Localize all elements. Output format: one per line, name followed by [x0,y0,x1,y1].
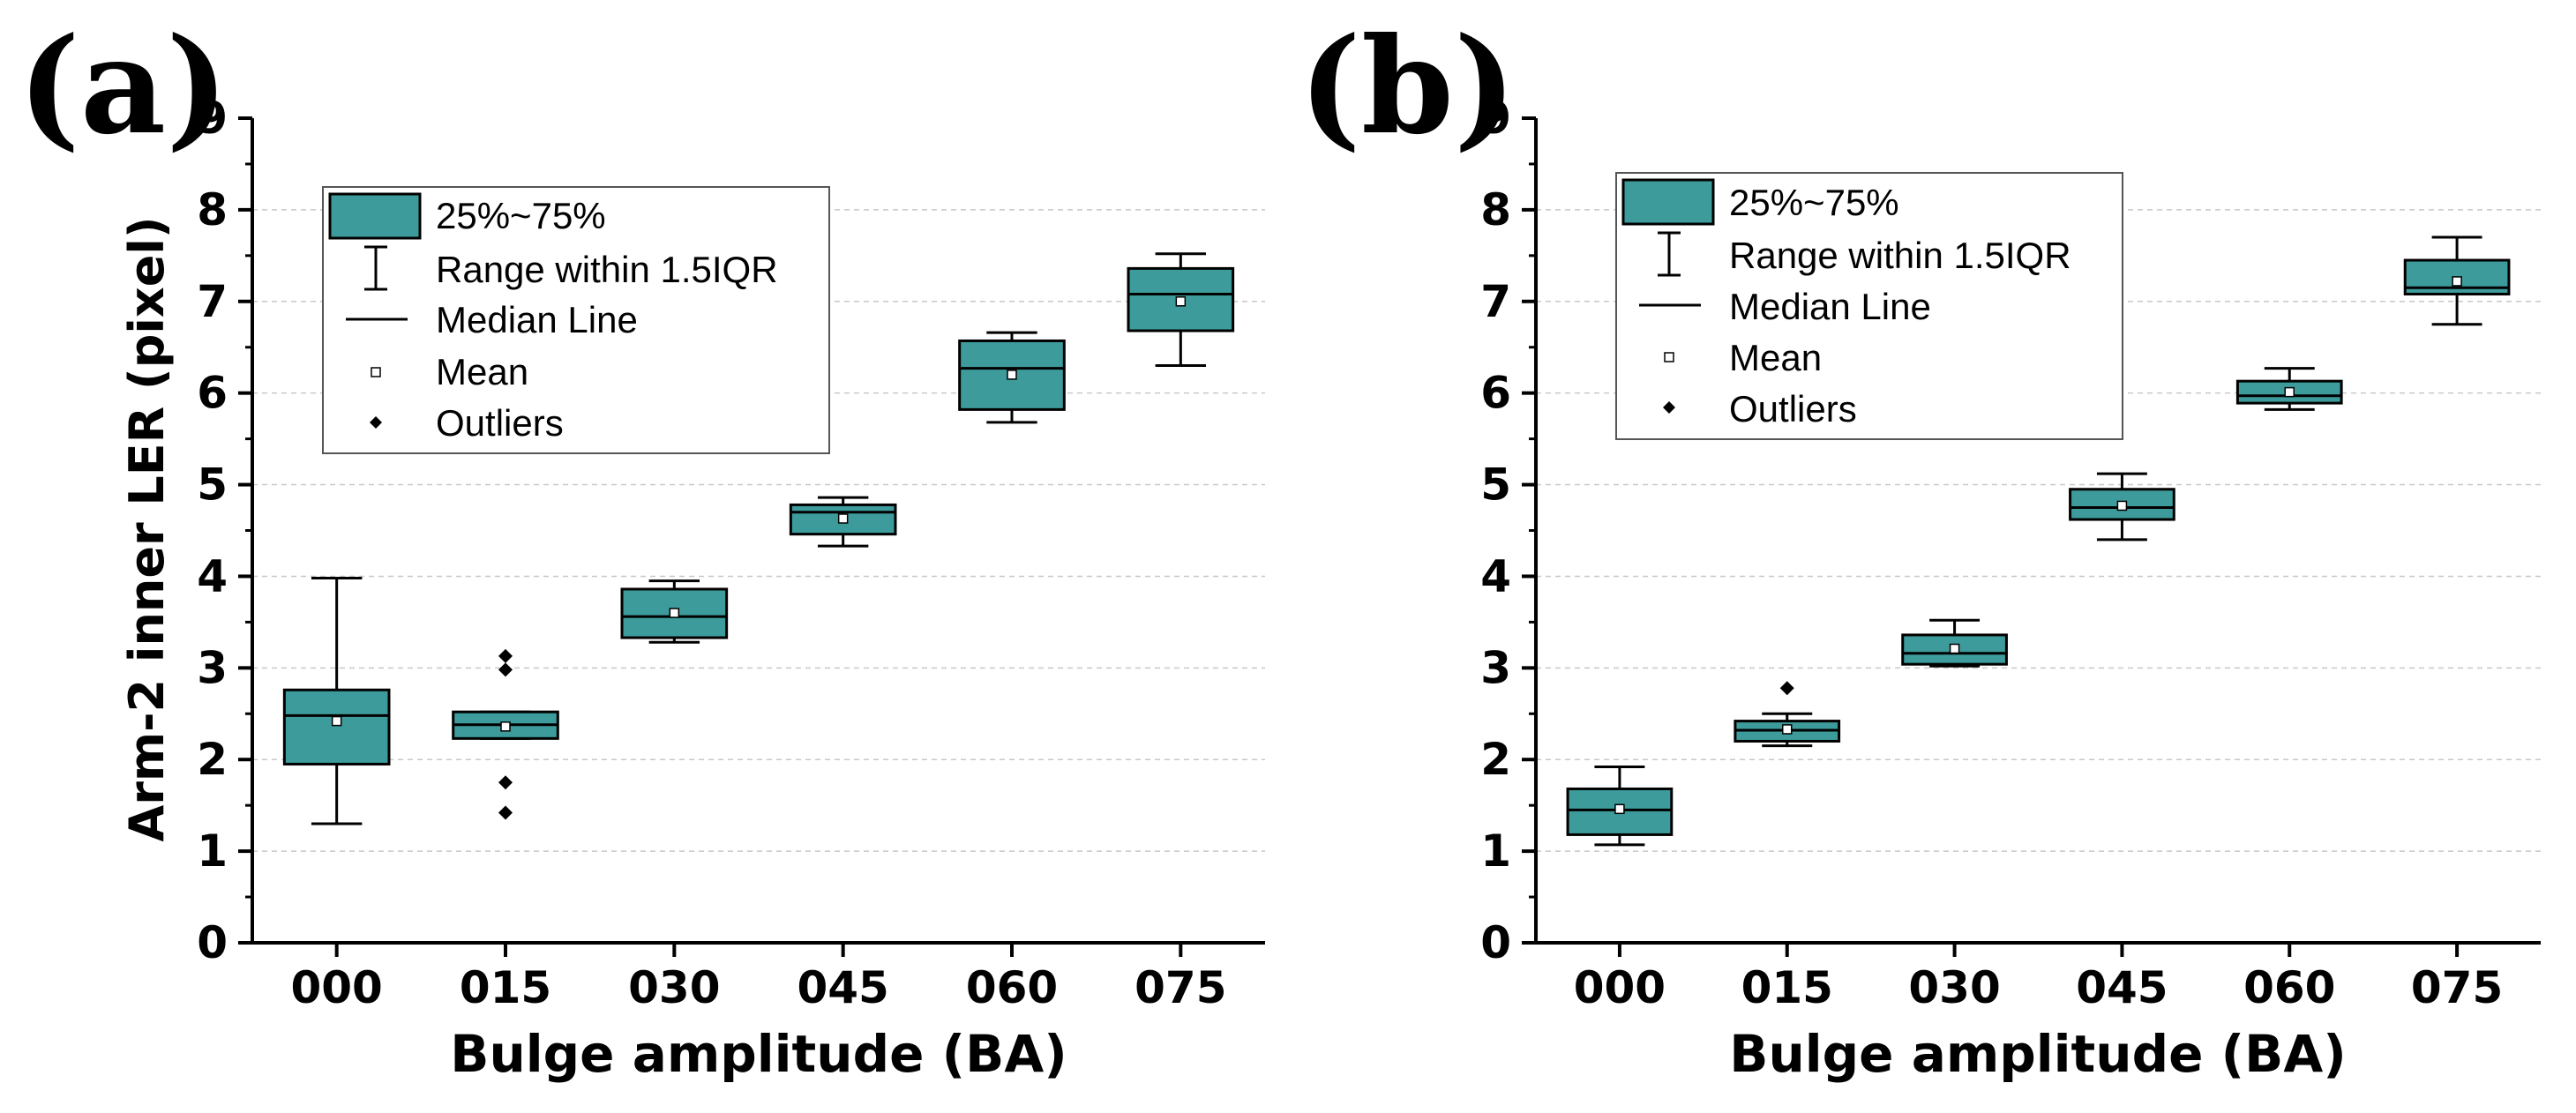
y-tick-label: 9 [197,93,228,144]
y-tick-label: 6 [197,368,228,419]
x-tick-label: 045 [2076,962,2168,1013]
y-tick-label: 1 [1480,825,1511,877]
x-tick-label: 015 [460,962,551,1013]
iqr-box [958,339,1066,411]
mean-marker [1614,803,1625,815]
box-030 [620,579,729,644]
legend-mean-label: Mean [436,351,528,392]
box-060 [958,331,1066,424]
x-axis-label: Bulge amplitude (BA) [450,1024,1067,1084]
x-tick-label: 000 [290,962,382,1013]
legend-mean-symbol [1664,352,1674,362]
legend-outlier-symbol [1663,401,1675,414]
plot-area: 0 1 2 3 4 5 6 7 8 9 000 015 030 045 060 075 [1480,93,2541,1013]
box-015 [1734,681,1841,748]
outlier-point [498,662,513,677]
x-tick-label: 030 [628,962,720,1013]
box-000 [282,577,391,825]
mean-marker [669,608,680,618]
y-tick-label: 9 [1480,93,1511,144]
mean-marker [2284,386,2295,398]
y-tick-label: 6 [1480,368,1511,419]
legend-whisker-label: Range within 1.5IQR [1729,235,2071,276]
y-tick-label: 5 [197,459,228,511]
legend-box-label: 25%~75% [436,195,606,236]
iqr-box [1901,633,2008,666]
legend-mean-symbol [371,367,381,377]
legend-median-label: Median Line [436,299,638,340]
legend-median-label: Median Line [1729,286,1931,327]
y-tick-label: 7 [1480,276,1511,327]
x-tick-label: 075 [2411,962,2503,1013]
outlier-point [498,648,513,663]
x-tick-label: 000 [1574,962,1666,1013]
box-075 [2403,235,2511,326]
mean-marker [1782,724,1793,735]
y-tick-label: 2 [1480,734,1511,785]
legend-whisker-symbol [1658,231,1681,277]
x-tick-label: 045 [797,962,888,1013]
legend-whisker-symbol [364,245,387,291]
x-tick-label: 060 [966,962,1058,1013]
x-axis-label: Bulge amplitude (BA) [1729,1024,2346,1084]
x-tick-label: 075 [1134,962,1226,1013]
legend-whisker-label: Range within 1.5IQR [436,249,778,290]
box-000 [1566,766,1674,847]
panel-label: (b) [1299,9,1516,164]
iqr-box [282,688,391,766]
legend-outliers-label: Outliers [1729,388,1857,430]
mean-marker [1007,370,1017,380]
legend-box-swatch [1621,178,1715,226]
mean-marker [2116,500,2128,512]
box-060 [2235,367,2343,411]
panel-a: (a) Arm-2 inner LER (pixel) Bulge amplit… [18,9,1265,1084]
y-tick-label: 8 [1480,184,1511,235]
legend-outlier-symbol [370,416,382,429]
box-030 [1901,618,2008,668]
y-tick-label: 3 [1480,642,1511,693]
outlier-point [498,805,513,820]
y-tick-label: 4 [1480,550,1511,601]
mean-marker [837,513,849,524]
y-tick-label: 3 [197,642,228,693]
panel-label: (a) [18,9,228,164]
y-tick-label: 4 [197,550,228,601]
x-tick-label: 060 [2243,962,2335,1013]
y-tick-label: 7 [197,276,228,327]
legend: 25%~75% Range within 1.5IQR Median Line … [1615,172,2123,440]
legend: 25%~75% Range within 1.5IQR Median Line … [322,186,830,454]
outlier-point [498,775,513,790]
legend-outliers-label: Outliers [436,402,564,444]
outlier-point [1779,681,1794,696]
box-045 [2069,472,2175,542]
box-015 [452,648,559,820]
legend-box-swatch [328,192,422,240]
mean-marker [1175,296,1187,307]
y-tick-label: 0 [197,917,228,968]
y-tick-label: 1 [197,825,228,877]
box-075 [1127,252,1235,367]
mean-marker [500,721,511,732]
x-tick-label: 015 [1741,962,1833,1013]
x-tick-label: 030 [1908,962,2000,1013]
mean-marker [331,715,342,727]
y-tick-label: 0 [1480,917,1511,968]
y-tick-label: 5 [1480,459,1511,511]
plot-area: 0 1 2 3 4 5 6 7 8 9 000 015 030 045 060 075 [197,93,1265,1013]
mean-marker [1949,643,1960,654]
y-tick-label: 2 [197,734,228,785]
y-axis-label: Arm-2 inner LER (pixel) [119,216,175,841]
y-tick-label: 8 [197,184,228,235]
box-045 [789,496,897,548]
legend-box-label: 25%~75% [1729,182,1899,223]
legend-mean-label: Mean [1729,337,1822,378]
mean-marker [2452,276,2462,287]
panel-b: (b) Bulge amplitude (BA) 0 1 2 3 4 5 6 7 8 9 000 01… [1299,9,2541,1084]
